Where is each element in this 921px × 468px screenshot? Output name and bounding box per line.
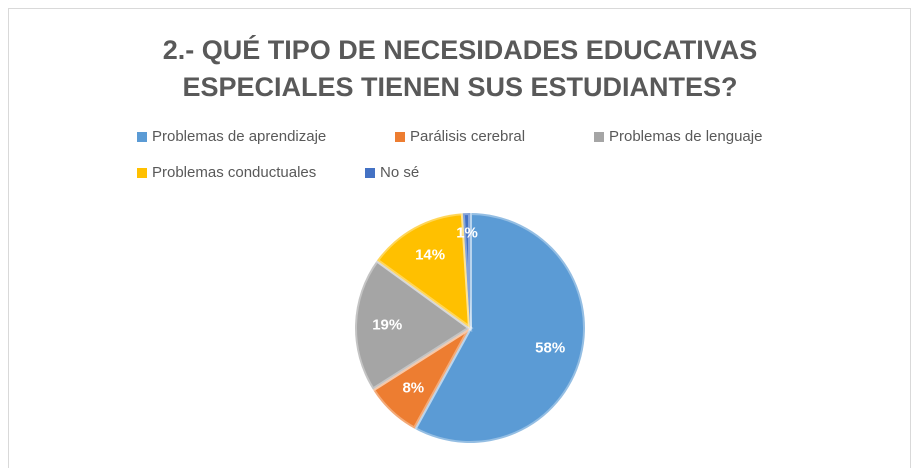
legend-item: Problemas de aprendizaje: [137, 128, 326, 145]
pie-slice: [374, 211, 473, 333]
pie-slice: [460, 210, 472, 329]
data-label: 8%: [402, 379, 424, 396]
data-label: 58%: [535, 340, 565, 357]
legend-item: Parálisis cerebral: [395, 128, 525, 145]
legend-item: Problemas conductuales: [137, 164, 316, 181]
pie-slice: [353, 257, 474, 393]
legend-label: Problemas conductuales: [152, 164, 317, 181]
data-label: 19%: [372, 316, 402, 333]
data-label: 14%: [415, 246, 445, 263]
legend-swatch: [137, 167, 147, 178]
legend-swatch: [594, 131, 604, 142]
data-label: 1%: [456, 225, 478, 242]
legend-swatch: [365, 167, 375, 178]
chart-title: 2.- QUÉ TIPO DE NECESIDADES EDUCATIVAS E…: [162, 35, 758, 102]
legend-label: Problemas de aprendizaje: [152, 128, 327, 145]
pie-slice: [411, 210, 587, 445]
legend-swatch: [395, 131, 405, 142]
legend-label: No sé: [380, 164, 420, 181]
legend-item: No sé: [365, 164, 419, 181]
legend-item: Problemas de lenguaje: [594, 128, 762, 145]
pie-slice: [370, 326, 472, 432]
chart-frame: [8, 8, 911, 468]
legend-label: Problemas de lenguaje: [609, 128, 763, 145]
legend-swatch: [137, 131, 147, 142]
legend-label: Parálisis cerebral: [410, 128, 526, 145]
